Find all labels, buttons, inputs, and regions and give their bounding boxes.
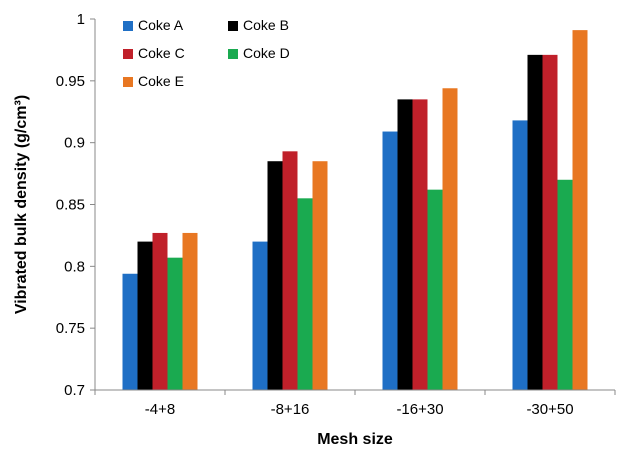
bar-coke-e — [443, 88, 458, 390]
bar-coke-c — [153, 233, 168, 390]
bar-coke-d — [428, 190, 443, 390]
bar-coke-c — [543, 55, 558, 390]
bar-coke-b — [528, 55, 543, 390]
legend-swatch — [123, 49, 133, 59]
bar-coke-b — [268, 161, 283, 390]
y-tick-label: 0.85 — [56, 197, 85, 214]
x-axis-title: Mesh size — [317, 431, 393, 448]
x-tick-label: -30+50 — [526, 401, 573, 418]
bar-coke-a — [123, 274, 138, 390]
legend-label: Coke B — [243, 17, 289, 33]
legend-swatch — [123, 21, 133, 31]
x-ticks-group: -4+8 -8+16 -16+30 -30+50 — [95, 390, 615, 418]
bar-coke-d — [168, 258, 183, 390]
bar-coke-b — [138, 242, 153, 390]
y-tick-label: 0.95 — [56, 73, 85, 90]
bar-coke-a — [383, 132, 398, 390]
x-tick-label: -8+16 — [271, 401, 310, 418]
bar-coke-e — [573, 30, 588, 390]
legend-swatch — [228, 21, 238, 31]
legend-label: Coke C — [138, 45, 185, 61]
bar-coke-e — [183, 233, 198, 390]
y-tick-label: 0.7 — [64, 382, 85, 399]
bar-coke-a — [253, 242, 268, 390]
legend-label: Coke D — [243, 45, 290, 61]
legend-swatch — [228, 49, 238, 59]
bar-coke-c — [413, 99, 428, 390]
bar-coke-a — [513, 120, 528, 390]
y-tick-label: 0.9 — [64, 135, 85, 152]
bar-coke-b — [398, 99, 413, 390]
x-tick-label: -16+30 — [396, 401, 443, 418]
legend-label: Coke E — [138, 73, 184, 89]
bar-coke-c — [283, 151, 298, 390]
y-axis-title: Vibrated bulk density (g/cm³) — [13, 95, 30, 314]
bar-coke-d — [558, 180, 573, 390]
y-tick-label: 1 — [77, 11, 85, 28]
legend-label: Coke A — [138, 17, 184, 33]
bars-group — [123, 30, 588, 390]
y-ticks-group: 0.7 0.75 0.8 0.85 0.9 0.95 1 — [56, 11, 95, 399]
legend-swatch — [123, 77, 133, 87]
y-tick-label: 0.75 — [56, 320, 85, 337]
legend: Coke A Coke B Coke C Coke D Coke E — [123, 17, 290, 89]
x-tick-label: -4+8 — [145, 401, 175, 418]
bar-coke-d — [298, 198, 313, 390]
bar-coke-e — [313, 161, 328, 390]
y-tick-label: 0.8 — [64, 258, 85, 275]
